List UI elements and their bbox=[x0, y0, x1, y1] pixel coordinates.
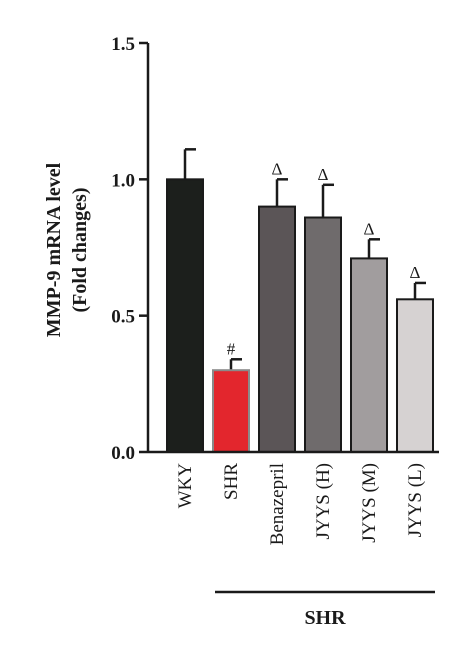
group-bracket: SHR bbox=[215, 590, 435, 629]
x-tick-label: Benazepril bbox=[267, 463, 288, 545]
y-axis: 0.0 0.5 1.0 1.5 bbox=[111, 34, 150, 464]
x-tick-label: SHR bbox=[221, 463, 242, 500]
bar bbox=[350, 257, 388, 454]
bar bbox=[304, 216, 342, 453]
significance-label: Δ bbox=[272, 159, 283, 178]
significance-label: # bbox=[227, 339, 236, 358]
bar bbox=[212, 369, 250, 454]
y-tick-label: 1.0 bbox=[111, 170, 135, 191]
y-tick-label: 0.0 bbox=[111, 443, 135, 464]
y-tick-label: 1.5 bbox=[111, 34, 135, 55]
bars: # Δ Δ Δ Δ bbox=[166, 148, 434, 454]
bar bbox=[258, 205, 296, 453]
y-axis-label: MMP-9 mRNA level (Fold changes) bbox=[43, 162, 91, 337]
significance-label: Δ bbox=[410, 263, 421, 282]
bar bbox=[166, 178, 204, 453]
y-axis-label-line-2: (Fold changes) bbox=[69, 188, 91, 313]
significance-label: Δ bbox=[364, 219, 375, 238]
bar bbox=[396, 298, 434, 453]
group-label: SHR bbox=[304, 607, 346, 629]
x-tick-label: WKY bbox=[175, 463, 196, 509]
x-tick-label: JYYS (M) bbox=[359, 463, 380, 543]
x-axis: WKY SHR Benazepril JYYS (H) JYYS (M) JYYS (L) bbox=[148, 450, 439, 545]
x-tick-label: JYYS (L) bbox=[405, 463, 426, 537]
y-tick-label: 0.5 bbox=[111, 307, 135, 328]
significance-label: Δ bbox=[318, 165, 329, 184]
y-axis-label-line-1: MMP-9 mRNA level bbox=[43, 162, 65, 337]
x-tick-label: JYYS (H) bbox=[313, 463, 334, 540]
